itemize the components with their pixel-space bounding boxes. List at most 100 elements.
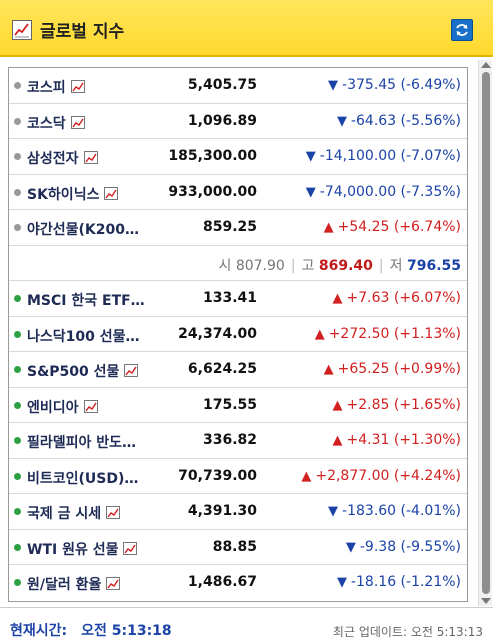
index-name[interactable]: 코스피 xyxy=(27,77,85,97)
index-name[interactable]: 야간선물(K200… xyxy=(27,219,139,239)
triangle-up-icon: ▲ xyxy=(332,291,343,306)
index-row[interactable]: 비트코인(USD)… 70,739.00 ▲ +2,877.00 (+4.24%) xyxy=(9,459,467,494)
header-bar: 글로벌 지수 xyxy=(0,0,493,57)
change-value: -9.38 (-9.55%) xyxy=(359,538,461,555)
index-name-text: 나스닥100 선물… xyxy=(27,328,140,345)
change-value: +7.63 (+6.07%) xyxy=(346,290,461,306)
status-dot xyxy=(14,188,21,196)
open-label: 시 xyxy=(218,257,232,274)
chart-icon[interactable] xyxy=(83,399,98,413)
chart-icon[interactable] xyxy=(70,80,85,93)
current-time-label: 현재시간: xyxy=(10,623,68,639)
index-name[interactable]: 원/달러 환율 xyxy=(27,574,121,594)
index-change: ▲ +2,877.00 (+4.24%) xyxy=(301,468,461,484)
index-row[interactable]: MSCI 한국 ETF… 133.41 ▲ +7.63 (+6.07%) xyxy=(9,281,467,317)
chart-icon[interactable] xyxy=(70,115,85,129)
index-change: ▲ +65.25 (+0.99%) xyxy=(324,361,461,377)
index-row[interactable]: 코스피 5,405.75 ▼ -375.45 (-6.49%) xyxy=(9,68,467,104)
index-name-text: 비트코인(USD)… xyxy=(27,470,139,487)
scrollbar[interactable] xyxy=(478,60,492,606)
low-value: 796.55 xyxy=(406,257,461,274)
scroll-down-arrow-icon[interactable] xyxy=(481,598,491,604)
index-name[interactable]: 국제 금 시세 xyxy=(27,503,121,523)
index-price: 1,096.89 xyxy=(187,112,257,129)
last-updated: 최근 업데이트: 오전 5:13:13 xyxy=(332,625,483,639)
status-dot xyxy=(14,153,21,160)
chart-icon[interactable] xyxy=(123,541,138,555)
index-row[interactable]: S&P500 선물 6,624.25 ▲ +65.25 (+0.99%) xyxy=(9,352,467,388)
change-value: +54.25 (+6.74%) xyxy=(337,219,461,235)
scroll-thumb[interactable] xyxy=(482,72,490,594)
chart-icon[interactable] xyxy=(83,151,98,164)
refresh-button[interactable] xyxy=(451,19,473,41)
refresh-icon xyxy=(456,24,468,36)
scroll-up-arrow-icon[interactable] xyxy=(481,62,491,68)
status-dot xyxy=(14,117,21,125)
widget-title: 글로벌 지수 xyxy=(40,22,125,42)
status-dot xyxy=(14,330,21,338)
change-value: +65.25 (+0.99%) xyxy=(337,361,461,377)
index-price: 5,405.75 xyxy=(187,77,257,93)
footer: 현재시간: 오전 5:13:18 최근 업데이트: 오전 5:13:13 xyxy=(0,607,493,642)
index-name-text: 코스닥 xyxy=(27,115,66,132)
index-name[interactable]: SK하이닉스 xyxy=(27,184,119,204)
index-list: 코스피 5,405.75 ▼ -375.45 (-6.49%) 코스닥 1,096.89 ▼… xyxy=(8,67,468,602)
index-row[interactable]: 엔비디아 175.55 ▲ +2.85 (+1.65%) xyxy=(9,388,467,423)
index-row[interactable]: 코스닥 1,096.89 ▼ -64.63 (-5.56%) xyxy=(9,104,467,139)
index-row[interactable]: 원/달러 환율 1,486.67 ▼ -18.16 (-1.21%) xyxy=(9,565,467,601)
change-value: -18.16 (-1.21%) xyxy=(350,574,461,590)
ohlc-detail: 시 807.90 | 고 869.40 | 저 796.55 xyxy=(218,255,461,275)
ohlc-detail-row: 시 807.90 | 고 869.40 | 저 796.55 xyxy=(9,246,467,281)
index-price: 1,486.67 xyxy=(187,574,257,590)
status-dot xyxy=(14,295,21,302)
index-name-text: 원/달러 환율 xyxy=(27,577,102,593)
index-row[interactable]: SK하이닉스 933,000.00 ▼ -74,000.00 (-7.35%) xyxy=(9,175,467,210)
low-label: 저 xyxy=(389,257,403,274)
index-row[interactable]: 삼성전자 185,300.00 ▼ -14,100.00 (-7.07%) xyxy=(9,139,467,175)
current-time-value: 오전 5:13:18 xyxy=(81,623,172,639)
index-name[interactable]: 비트코인(USD)… xyxy=(27,468,138,488)
index-price: 933,000.00 xyxy=(168,183,257,200)
status-dot xyxy=(14,543,21,551)
index-change: ▲ +4.31 (+1.30%) xyxy=(333,432,461,448)
index-name-text: WTI 원유 선물 xyxy=(27,541,119,558)
triangle-down-icon: ▼ xyxy=(336,113,347,129)
index-price: 185,300.00 xyxy=(168,148,257,164)
chart-icon[interactable] xyxy=(106,577,121,590)
index-price: 133.41 xyxy=(202,290,257,306)
index-change: ▼ -375.45 (-6.49%) xyxy=(328,77,461,93)
index-change: ▲ +7.63 (+6.07%) xyxy=(333,290,461,306)
change-value: -14,100.00 (-7.07%) xyxy=(319,148,461,164)
index-name-text: S&P500 선물 xyxy=(27,364,120,380)
index-name[interactable]: 나스닥100 선물… xyxy=(27,326,140,346)
chart-icon[interactable] xyxy=(106,506,121,519)
index-change: ▲ +54.25 (+6.74%) xyxy=(324,219,461,235)
index-name-text: MSCI 한국 ETF… xyxy=(27,293,145,309)
index-name[interactable]: 필라델피아 반도… xyxy=(27,432,136,452)
triangle-down-icon: ▼ xyxy=(305,184,316,200)
index-name[interactable]: 코스닥 xyxy=(27,113,85,133)
triangle-up-icon: ▲ xyxy=(332,397,343,413)
index-row[interactable]: 야간선물(K200… 859.25 ▲ +54.25 (+6.74%) xyxy=(9,210,467,246)
index-name[interactable]: S&P500 선물 xyxy=(27,361,139,381)
chart-icon[interactable] xyxy=(124,364,139,377)
triangle-down-icon: ▼ xyxy=(328,78,339,93)
index-row[interactable]: 나스닥100 선물… 24,374.00 ▲ +272.50 (+1.13%) xyxy=(9,317,467,352)
change-value: +4.31 (+1.30%) xyxy=(346,432,461,448)
index-name[interactable]: 엔비디아 xyxy=(27,397,98,417)
divider: | xyxy=(378,257,384,274)
index-row[interactable]: WTI 원유 선물 88.85 ▼ -9.38 (-9.55%) xyxy=(9,530,467,565)
high-label: 고 xyxy=(301,257,315,274)
index-name-text: 국제 금 시세 xyxy=(27,506,102,522)
index-row[interactable]: 필라델피아 반도… 336.82 ▲ +4.31 (+1.30%) xyxy=(9,423,467,459)
status-dot xyxy=(14,437,21,444)
chart-icon[interactable] xyxy=(104,186,119,200)
index-name-text: 필라델피아 반도… xyxy=(27,435,137,451)
index-name[interactable]: 삼성전자 xyxy=(27,148,98,168)
triangle-down-icon: ▼ xyxy=(336,575,347,590)
index-name[interactable]: WTI 원유 선물 xyxy=(27,539,138,559)
open-value: 807.90 xyxy=(235,257,285,274)
index-row[interactable]: 국제 금 시세 4,391.30 ▼ -183.60 (-4.01%) xyxy=(9,494,467,530)
index-name[interactable]: MSCI 한국 ETF… xyxy=(27,290,145,310)
index-change: ▼ -64.63 (-5.56%) xyxy=(337,113,461,129)
